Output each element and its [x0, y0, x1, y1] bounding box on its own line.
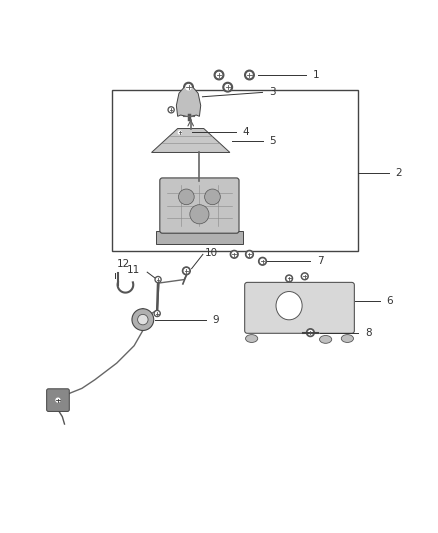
Circle shape [179, 189, 194, 205]
Circle shape [247, 252, 251, 256]
Bar [113, 90, 358, 251]
Circle shape [168, 107, 174, 113]
Circle shape [225, 85, 230, 90]
Circle shape [178, 131, 181, 134]
Circle shape [303, 274, 307, 278]
Circle shape [307, 329, 314, 336]
Text: 9: 9 [212, 314, 219, 325]
Ellipse shape [320, 335, 332, 343]
Circle shape [260, 259, 265, 263]
Circle shape [155, 312, 159, 315]
Circle shape [308, 330, 313, 335]
FancyBboxPatch shape [160, 178, 239, 233]
Bar [156, 231, 243, 244]
Circle shape [246, 251, 253, 258]
Circle shape [154, 310, 160, 317]
Circle shape [287, 277, 291, 280]
Polygon shape [152, 128, 230, 152]
Text: 10: 10 [205, 248, 218, 259]
Circle shape [258, 257, 266, 265]
Circle shape [186, 85, 191, 90]
FancyBboxPatch shape [245, 282, 354, 333]
Text: 6: 6 [387, 296, 393, 306]
Ellipse shape [341, 335, 353, 342]
Circle shape [132, 309, 154, 330]
Text: 3: 3 [269, 87, 276, 98]
Text: 8: 8 [365, 328, 371, 337]
Ellipse shape [276, 292, 302, 320]
Circle shape [230, 251, 238, 258]
Text: 7: 7 [317, 256, 324, 266]
Text: 12: 12 [117, 259, 130, 269]
Circle shape [214, 70, 224, 80]
Text: 11: 11 [127, 265, 140, 275]
Circle shape [223, 83, 233, 92]
Circle shape [54, 397, 61, 403]
Text: 5: 5 [269, 135, 276, 146]
Circle shape [156, 278, 160, 281]
Circle shape [286, 275, 293, 282]
Ellipse shape [246, 335, 258, 342]
Text: 2: 2 [395, 168, 402, 178]
Circle shape [170, 108, 173, 111]
Circle shape [138, 314, 148, 325]
Polygon shape [177, 86, 201, 116]
Circle shape [177, 130, 183, 135]
Text: 4: 4 [243, 127, 250, 138]
Circle shape [183, 267, 190, 275]
Circle shape [205, 189, 220, 205]
Circle shape [247, 72, 252, 78]
Circle shape [301, 273, 308, 280]
Text: 1: 1 [313, 70, 319, 80]
FancyBboxPatch shape [47, 389, 69, 411]
Circle shape [184, 269, 188, 273]
Circle shape [245, 70, 254, 80]
Circle shape [232, 252, 237, 256]
Circle shape [155, 277, 161, 282]
Circle shape [56, 398, 60, 402]
Circle shape [190, 205, 209, 224]
Circle shape [216, 72, 222, 78]
Circle shape [184, 83, 193, 92]
